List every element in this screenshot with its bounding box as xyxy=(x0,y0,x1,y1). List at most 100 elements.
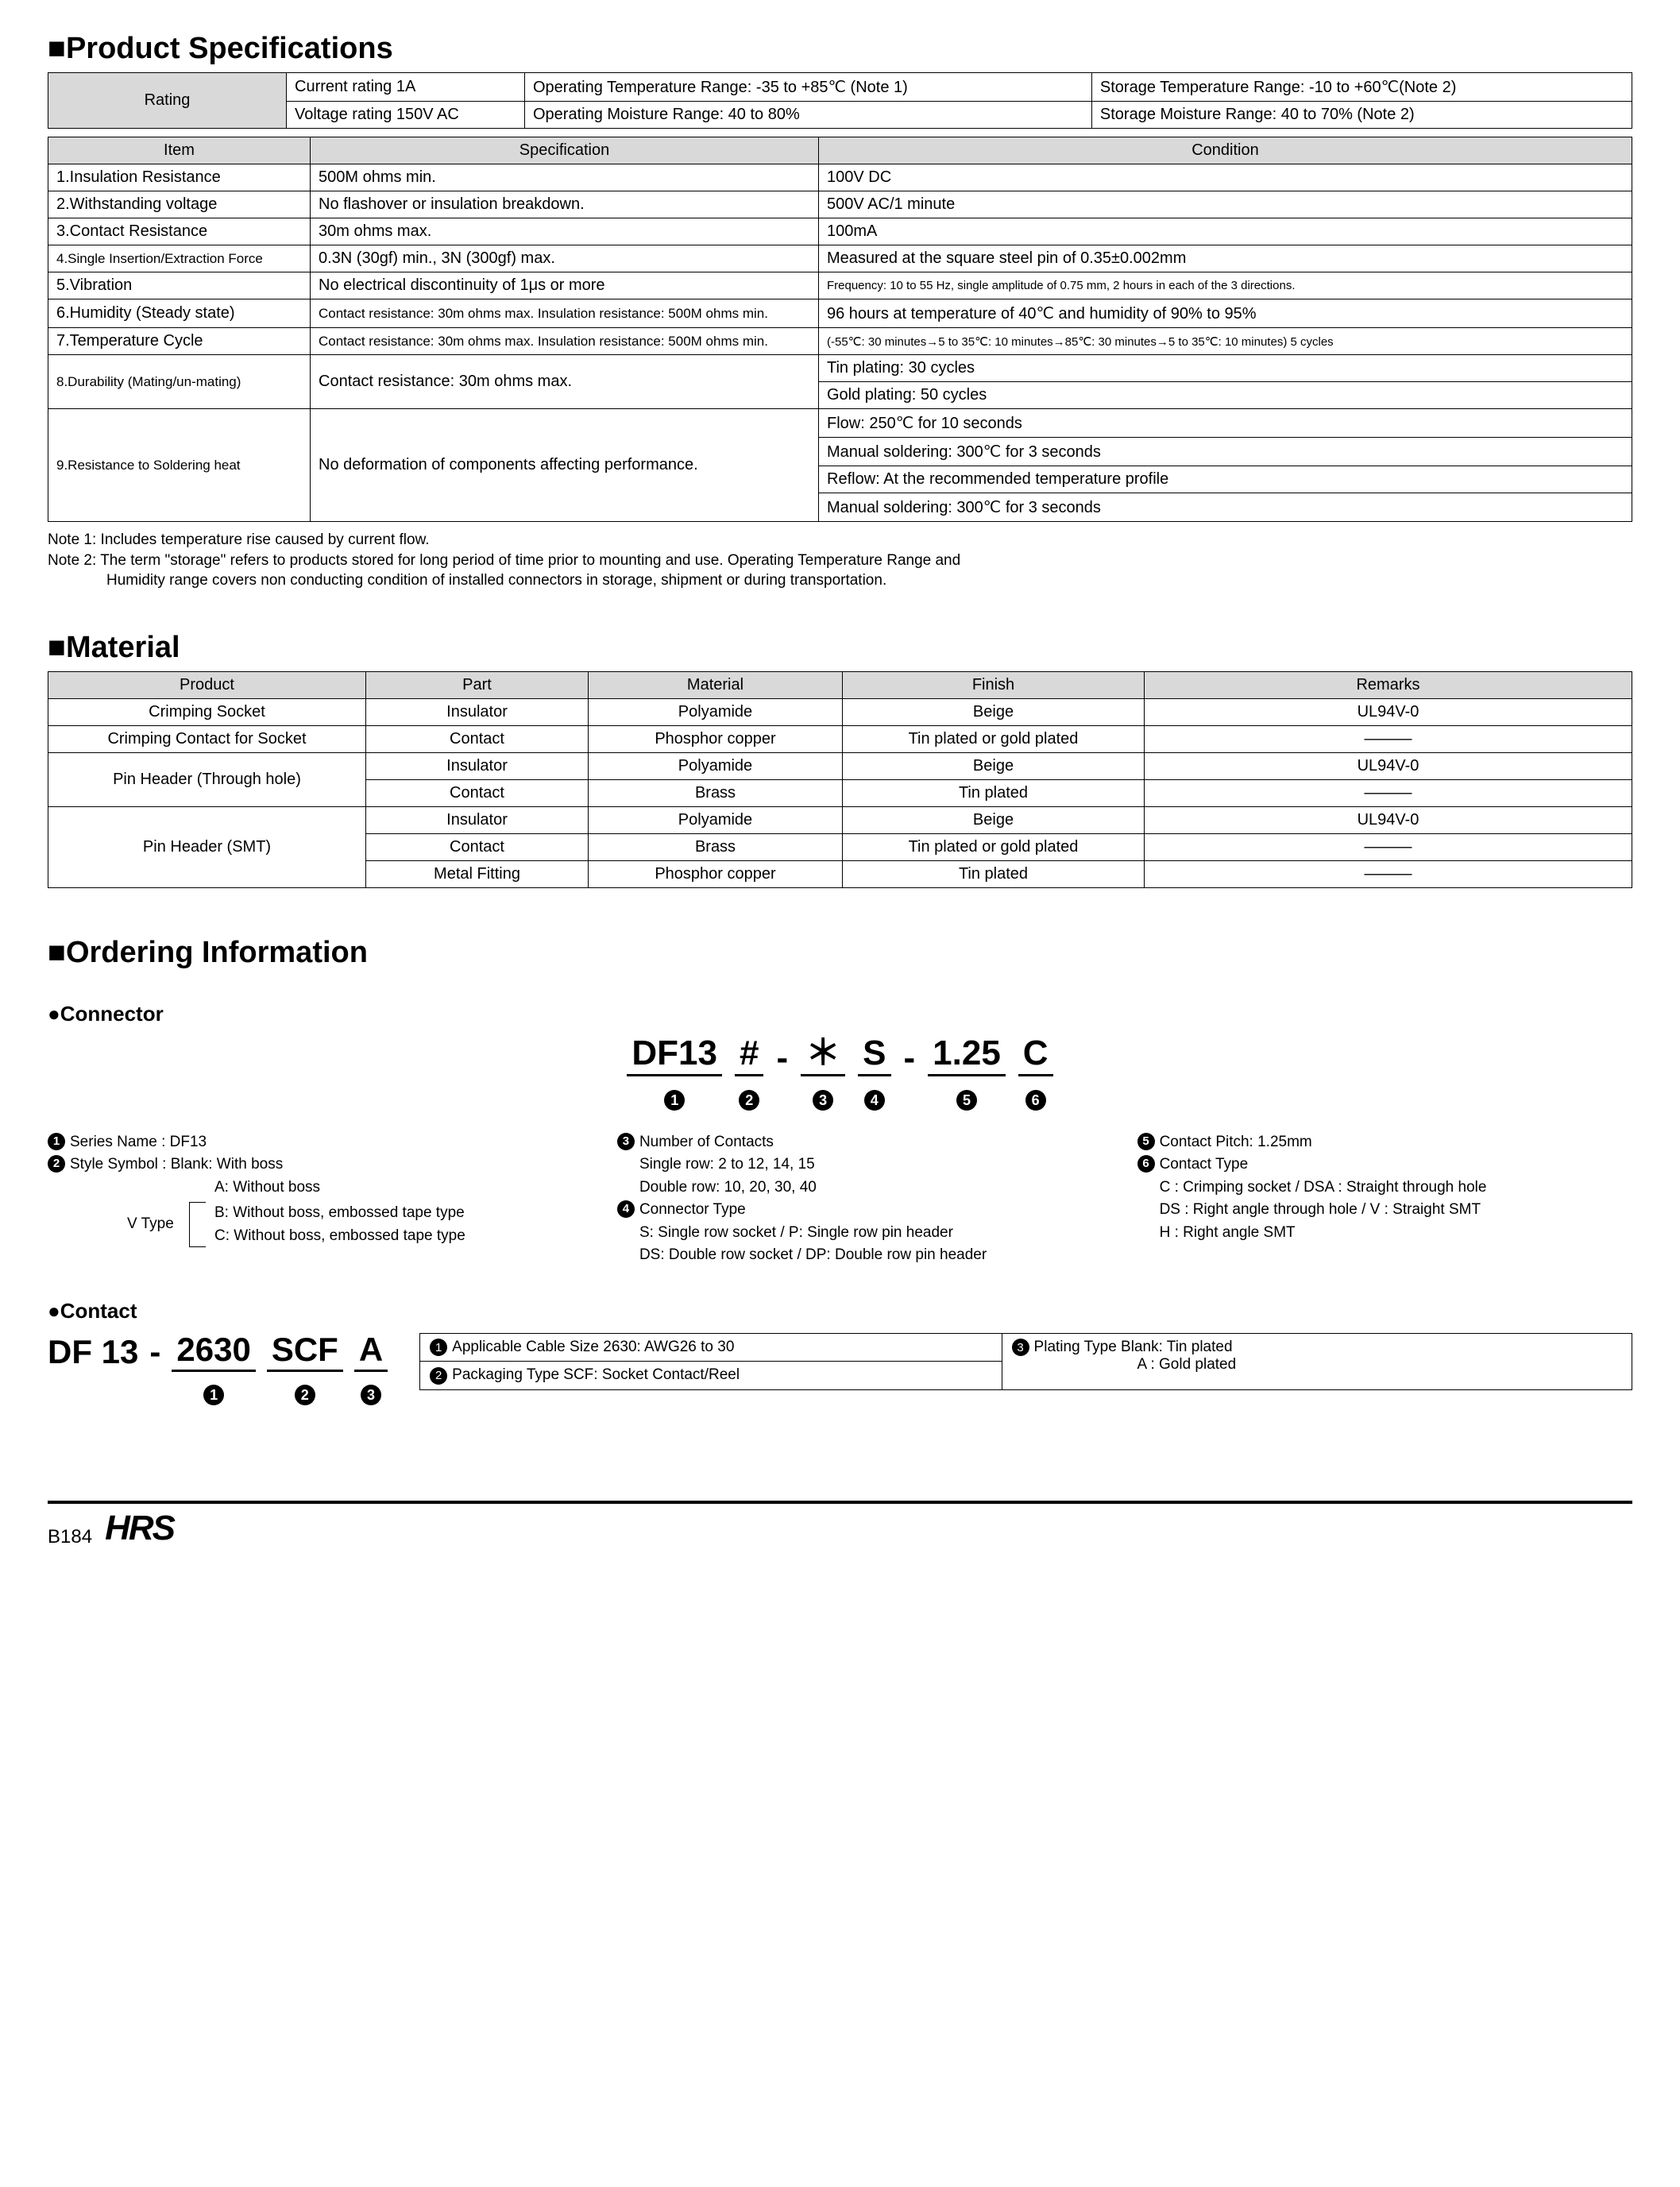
pn-dash: - xyxy=(904,1036,916,1076)
oc2-l2: Single row: 2 to 12, 14, 15 xyxy=(617,1153,1137,1177)
spec-cond: Manual soldering: 300℃ for 3 seconds xyxy=(819,493,1632,522)
pn-ct-3: A xyxy=(354,1333,388,1372)
spec-spec: Contact resistance: 30m ohms max. xyxy=(311,355,819,409)
pn-c-3: ＊ xyxy=(801,1036,845,1076)
pn-c-n1: 1 xyxy=(664,1090,685,1111)
circ-c2: 2 xyxy=(430,1367,447,1385)
mat-th-product: Product xyxy=(48,671,366,698)
pn-ct-n3: 3 xyxy=(361,1385,381,1405)
mat-remarks: ——— xyxy=(1145,860,1632,887)
pn-c-n5: 5 xyxy=(956,1090,977,1111)
mat-part: Contact xyxy=(366,779,589,806)
spec-cond: Gold plating: 50 cycles xyxy=(819,382,1632,409)
mat-finish: Tin plated xyxy=(843,860,1145,887)
oc1-l2: Style Symbol : Blank: With boss xyxy=(70,1153,283,1177)
mat-th-part: Part xyxy=(366,671,589,698)
mat-part: Contact xyxy=(366,833,589,860)
spec-spec: No electrical discontinuity of 1μs or mo… xyxy=(311,272,819,299)
oc2-l3: Double row: 10, 20, 30, 40 xyxy=(617,1177,1137,1200)
circ-3: 3 xyxy=(617,1133,635,1150)
rating-opmoist: Operating Moisture Range: 40 to 80% xyxy=(525,102,1092,129)
circ-4: 4 xyxy=(617,1200,635,1218)
mat-finish: Beige xyxy=(843,806,1145,833)
oc2-l1: Number of Contacts xyxy=(639,1131,774,1154)
note2a: Note 2: The term "storage" refers to pro… xyxy=(48,551,1632,571)
oc3-l5: H : Right angle SMT xyxy=(1137,1222,1632,1245)
page-code: B184 xyxy=(48,1526,92,1548)
mat-part: Metal Fitting xyxy=(366,860,589,887)
mat-remarks: ——— xyxy=(1145,833,1632,860)
pn-c-1: DF13 xyxy=(627,1036,722,1076)
circ-6: 6 xyxy=(1137,1155,1155,1173)
rating-header: Rating xyxy=(48,73,287,129)
mat-material: Polyamide xyxy=(589,806,843,833)
mat-material: Phosphor copper xyxy=(589,860,843,887)
spec-cond: Tin plating: 30 cycles xyxy=(819,355,1632,382)
pn-c-6: C xyxy=(1018,1036,1053,1076)
spec-item: 2.Withstanding voltage xyxy=(48,191,311,218)
page-footer: B184 HRS xyxy=(48,1501,1632,1548)
spec-cond: 96 hours at temperature of 40℃ and humid… xyxy=(819,299,1632,328)
oc3-l2: Contact Type xyxy=(1160,1153,1249,1177)
vtype-label: V Type xyxy=(127,1213,174,1236)
note2b: Humidity range covers non conducting con… xyxy=(48,570,1632,591)
mat-product: Crimping Socket xyxy=(48,698,366,725)
spec-spec: 30m ohms max. xyxy=(311,218,819,245)
spec-spec: No deformation of components affecting p… xyxy=(311,409,819,522)
circ-c1: 1 xyxy=(430,1339,447,1356)
pn-c-n6: 6 xyxy=(1025,1090,1046,1111)
mat-remarks: ——— xyxy=(1145,779,1632,806)
spec-item: 9.Resistance to Soldering heat xyxy=(48,409,311,522)
oc3-l4: DS : Right angle through hole / V : Stra… xyxy=(1137,1199,1632,1222)
ct-c1: Applicable Cable Size 2630: AWG26 to 30 xyxy=(452,1339,734,1355)
pn-c-5: 1.25 xyxy=(928,1036,1006,1076)
pn-dash: - xyxy=(776,1036,788,1076)
note1: Note 1: Includes temperature rise caused… xyxy=(48,530,1632,551)
oc1-l3: A: Without boss xyxy=(48,1177,617,1200)
oc3-l3: C : Crimping socket / DSA : Straight thr… xyxy=(1137,1177,1632,1200)
mat-material: Phosphor copper xyxy=(589,725,843,752)
circ-5: 5 xyxy=(1137,1133,1155,1150)
spec-spec: Contact resistance: 30m ohms max. Insula… xyxy=(311,328,819,355)
spec-item: 6.Humidity (Steady state) xyxy=(48,299,311,328)
oc1-l1: Series Name : DF13 xyxy=(70,1131,207,1154)
mat-part: Contact xyxy=(366,725,589,752)
pn-c-2: # xyxy=(735,1036,763,1076)
pn-c-4: S xyxy=(858,1036,890,1076)
vtype-bracket-icon xyxy=(189,1202,213,1247)
spec-item: 8.Durability (Mating/un-mating) xyxy=(48,355,311,409)
mat-remarks: UL94V-0 xyxy=(1145,698,1632,725)
circ-c3: 3 xyxy=(1012,1339,1029,1356)
oc2-l6: DS: Double row socket / DP: Double row p… xyxy=(617,1244,1137,1267)
mat-finish: Tin plated or gold plated xyxy=(843,725,1145,752)
spec-cond: Measured at the square steel pin of 0.35… xyxy=(819,245,1632,272)
pn-c-n3: 3 xyxy=(813,1090,833,1111)
connector-label: ●Connector xyxy=(48,1002,1632,1026)
pn-ct-n1: 1 xyxy=(203,1385,224,1405)
mat-th-finish: Finish xyxy=(843,671,1145,698)
ordering-columns: 1Series Name : DF13 2Style Symbol : Blan… xyxy=(48,1131,1632,1267)
mat-material: Brass xyxy=(589,779,843,806)
oc1-l5: C: Without boss, embossed tape type xyxy=(214,1225,617,1248)
mat-product: Pin Header (Through hole) xyxy=(48,752,366,806)
section-title-spec: ■Product Specifications xyxy=(48,32,1632,66)
mat-remarks: ——— xyxy=(1145,725,1632,752)
rating-voltage: Voltage rating 150V AC xyxy=(287,102,525,129)
oc2-l5: S: Single row socket / P: Single row pin… xyxy=(617,1222,1137,1245)
contact-table: 1 Applicable Cable Size 2630: AWG26 to 30… xyxy=(419,1333,1632,1390)
section-title-material: ■Material xyxy=(48,631,1632,665)
spec-item: 7.Temperature Cycle xyxy=(48,328,311,355)
mat-part: Insulator xyxy=(366,806,589,833)
mat-part: Insulator xyxy=(366,752,589,779)
pn-ct-1: 2630 xyxy=(172,1333,255,1372)
circ-1: 1 xyxy=(48,1133,65,1150)
spec-th-spec: Specification xyxy=(311,137,819,164)
spec-item: 1.Insulation Resistance xyxy=(48,164,311,191)
spec-cond: Flow: 250℃ for 10 seconds xyxy=(819,409,1632,438)
spec-th-cond: Condition xyxy=(819,137,1632,164)
spec-cond: 500V AC/1 minute xyxy=(819,191,1632,218)
section-title-ordering: ■Ordering Information xyxy=(48,936,1632,970)
mat-th-material: Material xyxy=(589,671,843,698)
spec-cond: Frequency: 10 to 55 Hz, single amplitude… xyxy=(819,272,1632,299)
spec-cond: Manual soldering: 300℃ for 3 seconds xyxy=(819,438,1632,466)
